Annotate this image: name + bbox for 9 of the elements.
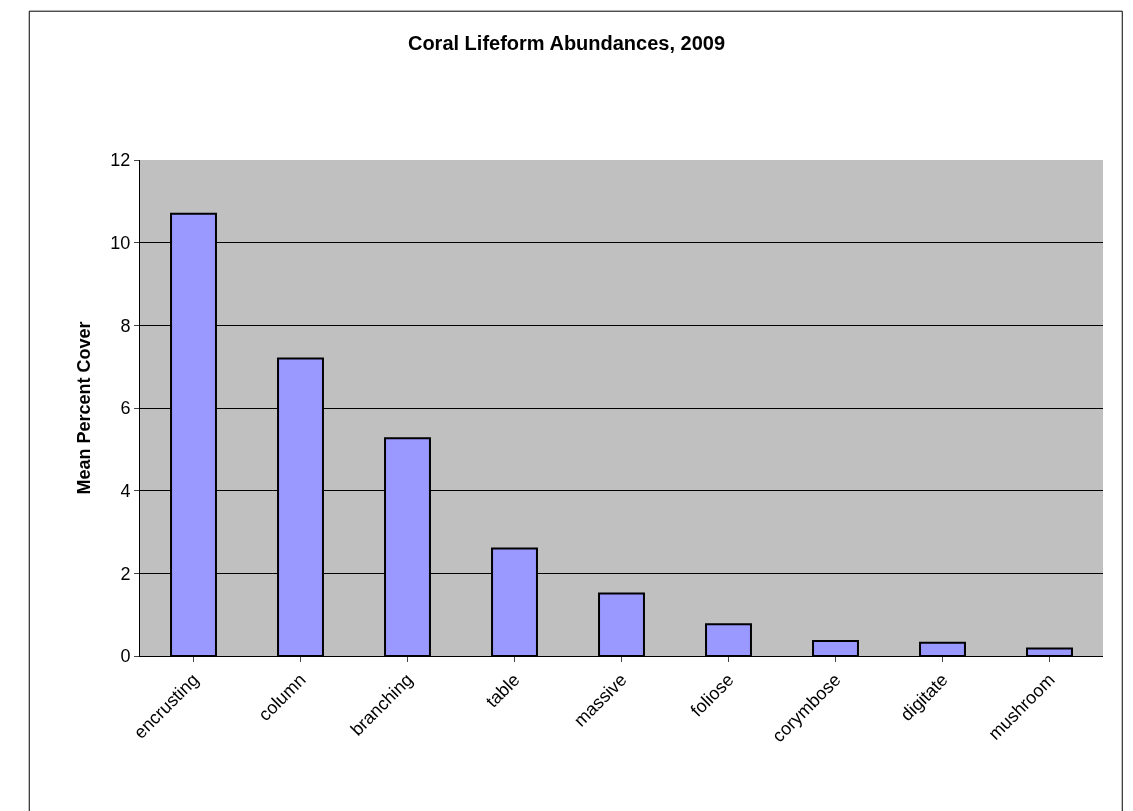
- y-axis-title: Mean Percent Cover: [73, 321, 94, 495]
- chart-title: Coral Lifeform Abundances, 2009: [407, 32, 726, 55]
- y-tick-label: 2: [120, 563, 131, 584]
- y-tick-label: 0: [120, 646, 131, 667]
- y-tick-label: 6: [120, 398, 131, 419]
- y-tick-label: 12: [110, 150, 131, 171]
- y-tick-label: 4: [120, 480, 131, 501]
- y-tick-label: 10: [110, 232, 131, 253]
- y-tick-label: 8: [120, 315, 131, 336]
